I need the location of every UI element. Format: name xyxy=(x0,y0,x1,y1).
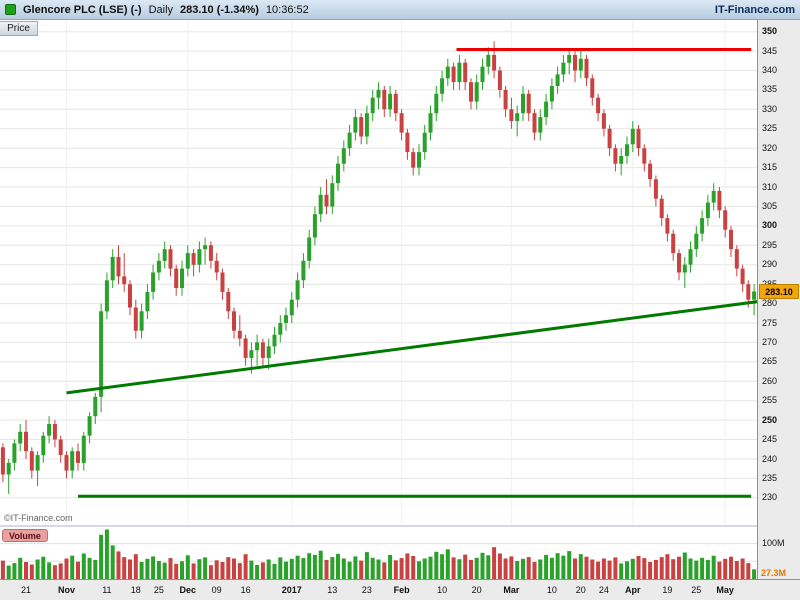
time-axis-label: 24 xyxy=(598,585,609,595)
price-axis-tick: 345 xyxy=(762,45,778,56)
time-axis-label: 13 xyxy=(327,585,338,595)
price-axis-tick: 350 xyxy=(762,26,778,37)
price-axis[interactable]: 350 345 340 335 330 325 320 315 310 305 300 295 290 2… xyxy=(757,20,800,579)
time-axis-label: 11 xyxy=(102,585,112,595)
timeframe-label: Daily xyxy=(148,3,174,16)
last-quote: 283.10 (-1.34%) xyxy=(180,3,259,16)
time-axis-label: Mar xyxy=(503,585,520,595)
price-axis-tick: 235 xyxy=(762,472,778,483)
price-axis-tick: 240 xyxy=(762,453,778,464)
price-pane[interactable]: Price ©IT-Finance.com xyxy=(0,20,757,525)
price-axis-tick: 275 xyxy=(762,317,778,328)
time-axis-label: 16 xyxy=(240,585,251,595)
time-axis-label: 20 xyxy=(575,585,586,595)
price-axis-tick: 285 xyxy=(762,279,777,290)
time-axis-label: 10 xyxy=(546,585,557,595)
time-axis-label: 2017 xyxy=(281,585,302,595)
watermark: ©IT-Finance.com xyxy=(4,513,73,523)
price-axis-tick: 310 xyxy=(762,181,778,192)
it-finance-logo-icon xyxy=(5,4,16,15)
price-axis-tick: 255 xyxy=(762,395,778,406)
time-axis-label: Apr xyxy=(625,585,641,595)
volume-pane[interactable]: Volume xyxy=(0,527,757,579)
time-axis-label: Feb xyxy=(393,585,410,595)
time-axis-label: 10 xyxy=(437,585,448,595)
time-axis-label: Nov xyxy=(57,585,76,595)
time-axis-label: 18 xyxy=(130,585,141,595)
price-axis-tick: 245 xyxy=(762,434,778,444)
price-axis-tick: 295 xyxy=(762,239,778,250)
time-axis-label: 19 xyxy=(662,585,673,595)
time-axis-label: 23 xyxy=(361,585,372,595)
title-bar: Glencore PLC (LSE) (-) Daily 283.10 (-1.… xyxy=(0,0,800,20)
candles xyxy=(0,41,757,494)
brand-label: IT-Finance.com xyxy=(714,3,795,16)
price-axis-tick: 260 xyxy=(762,375,778,386)
price-axis-tick: 325 xyxy=(762,123,778,134)
price-axis-tick: 230 xyxy=(762,492,778,503)
price-pane-tab[interactable]: Price xyxy=(0,21,38,36)
rising-support-line[interactable] xyxy=(66,300,758,395)
price-axis-tick: 315 xyxy=(762,162,778,173)
volume-pane-label[interactable]: Volume xyxy=(2,529,48,542)
time-axis-label: 25 xyxy=(691,585,702,595)
price-axis-tick: 290 xyxy=(762,259,778,270)
price-axis-ticks: 350 345 340 335 330 325 320 315 310 305 300 295 290 2… xyxy=(758,20,800,579)
time-axis-label: May xyxy=(716,585,734,595)
price-axis-tick: 340 xyxy=(762,65,778,75)
price-axis-tick: 270 xyxy=(762,336,778,347)
time-axis-label: 21 xyxy=(20,585,32,595)
price-axis-tick: 265 xyxy=(762,356,778,367)
price-axis-tick: 335 xyxy=(762,84,778,95)
price-axis-tick: 330 xyxy=(762,103,778,114)
instrument-title: Glencore PLC (LSE) (-) xyxy=(23,3,142,16)
volume-chart[interactable] xyxy=(0,527,757,579)
current-price-badge: 283.10 xyxy=(759,284,799,299)
time-axis-label: 20 xyxy=(471,585,482,595)
time-axis-label: 25 xyxy=(153,585,164,595)
volume-bars xyxy=(0,529,757,579)
price-axis-tick: 305 xyxy=(762,201,778,211)
candlestick-chart[interactable] xyxy=(0,20,757,525)
price-axis-tick: 280 xyxy=(762,298,778,309)
time-axis-label: 09 xyxy=(211,585,222,595)
volume-axis-label: 100M xyxy=(762,538,785,549)
price-axis-tick: 300 xyxy=(762,220,778,231)
quote-time: 10:36:52 xyxy=(265,3,309,16)
time-axis-label: Dec xyxy=(179,585,197,595)
time-axis[interactable]: 21 Nov 11 18 25 Dec 09 16 2017 13 23 Feb 10 20 Mar 10 20… xyxy=(0,579,800,600)
price-axis-tick: 320 xyxy=(762,142,778,153)
last-volume-label: 27.3M xyxy=(761,568,787,578)
price-axis-tick: 250 xyxy=(762,414,778,425)
